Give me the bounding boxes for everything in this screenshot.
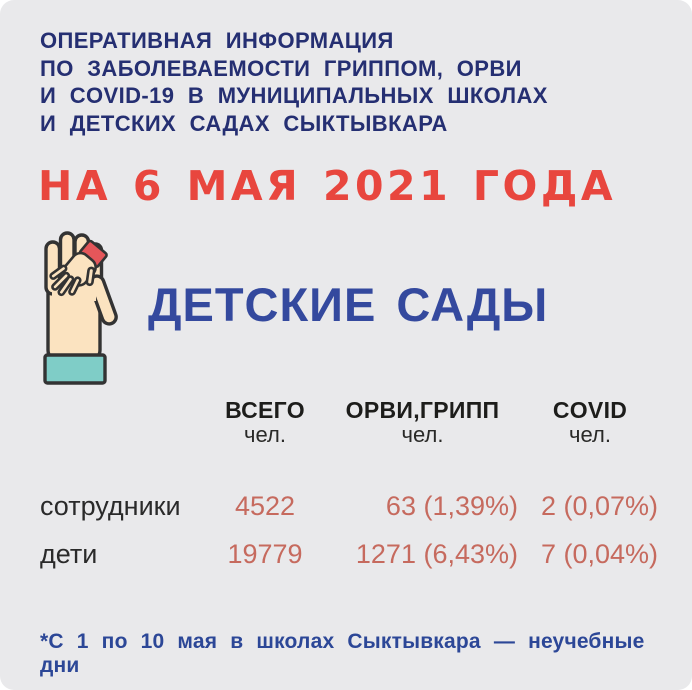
title-line-3: И COVID-19 В МУНИЦИПАЛЬНЫХ ШКОЛАХ [40, 83, 548, 108]
footnote: *С 1 по 10 мая в школах Сыктывкара — неу… [40, 630, 645, 677]
table-header-row: ВСЕГО чел. ОРВИ,ГРИПП чел. COVID чел. [40, 398, 662, 447]
adult-child-hands-icon [43, 231, 118, 385]
table-row: сотрудники 4522 63 (1,39%) 2 (0,07%) [40, 491, 662, 521]
title-line-4: И ДЕТСКИХ САДАХ СЫКТЫВКАРА [40, 110, 448, 136]
row-label-children: дети [40, 539, 98, 569]
row-label-staff: сотрудники [40, 491, 181, 521]
stats-table: ВСЕГО чел. ОРВИ,ГРИПП чел. COVID чел. со… [40, 398, 662, 570]
page-title: ОПЕРАТИВНАЯ ИНФОРМАЦИЯ ПО ЗАБОЛЕВАЕМОСТИ… [40, 27, 640, 137]
title-line-1: ОПЕРАТИВНАЯ ИНФОРМАЦИЯ [40, 28, 394, 53]
staff-orvi-flu-value: 63 (1,39%) [385, 491, 518, 521]
column-label: COVID [552, 397, 628, 423]
column-unit: чел. [401, 422, 444, 447]
table-row: дети 19779 1271 (6,43%) 7 (0,04%) [40, 539, 662, 569]
column-header-covid: COVID чел. [520, 398, 660, 447]
column-label: ОРВИ,ГРИПП [345, 397, 500, 423]
column-header-total: ВСЕГО чел. [205, 398, 325, 447]
children-orvi-flu-value: 1271 (6,43%) [355, 539, 518, 569]
title-line-2: ПО ЗАБОЛЕВАЕМОСТИ ГРИППОМ, ОРВИ [40, 55, 522, 81]
column-header-orvi-flu: ОРВИ,ГРИПП чел. [325, 398, 520, 447]
children-total-value: 19779 [227, 539, 303, 569]
staff-covid-value: 2 (0,07%) [540, 491, 658, 521]
children-covid-value: 7 (0,04%) [540, 539, 658, 569]
date-banner: НА 6 МАЯ 2021 ГОДА [38, 162, 617, 210]
column-unit: чел. [569, 422, 611, 447]
section-title-kindergartens: ДЕТСКИЕ САДЫ [148, 278, 549, 331]
staff-total-value: 4522 [234, 491, 296, 521]
column-label: ВСЕГО [225, 397, 305, 423]
column-unit: чел. [244, 422, 286, 447]
